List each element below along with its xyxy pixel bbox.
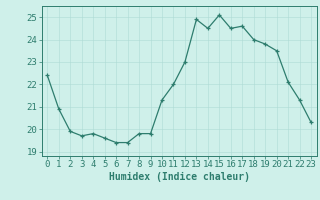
X-axis label: Humidex (Indice chaleur): Humidex (Indice chaleur) <box>109 172 250 182</box>
